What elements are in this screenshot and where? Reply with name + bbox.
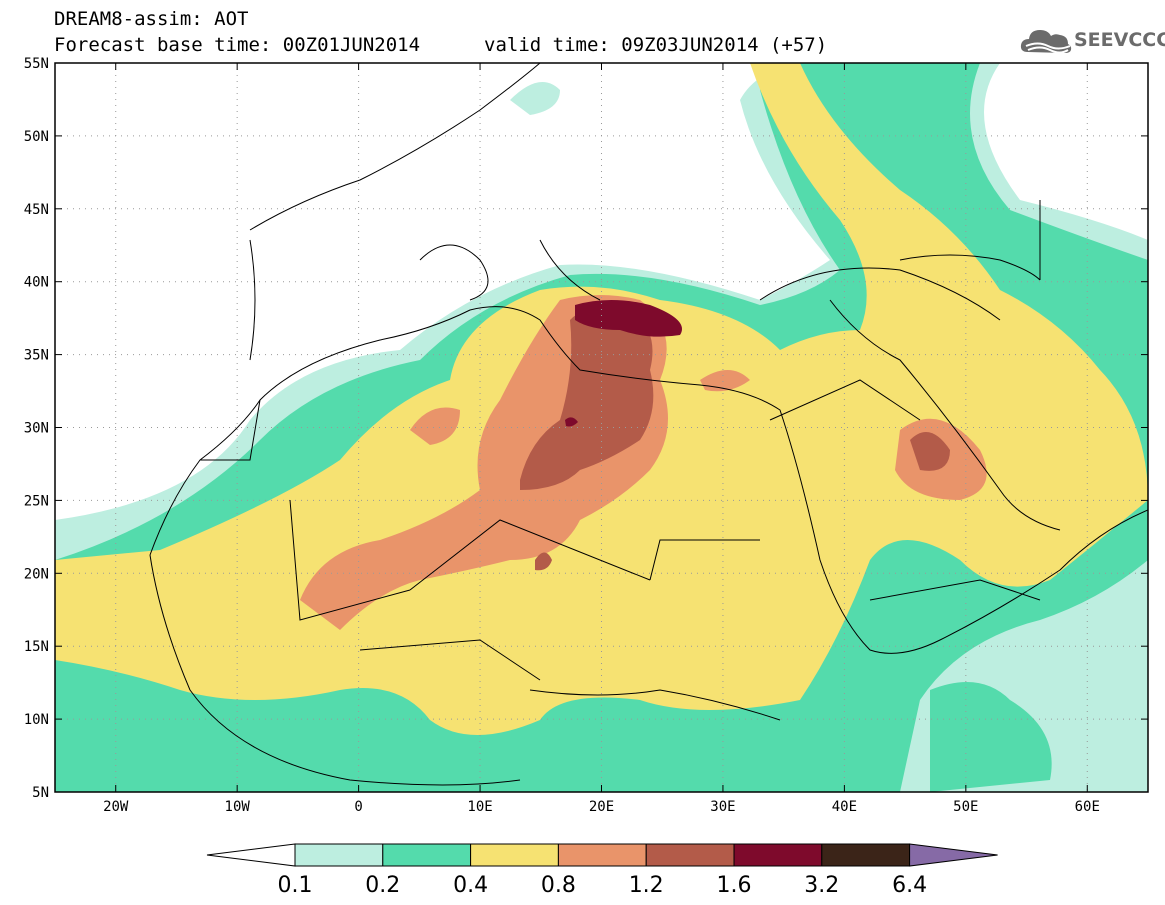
- colorbar-level: 6.4: [892, 873, 927, 898]
- seevccc-logo: SEEVCCC: [1018, 22, 1165, 58]
- colorbar-segment: [470, 843, 559, 867]
- lat-label: 40N: [24, 275, 49, 291]
- lat-label: 50N: [24, 129, 49, 145]
- lat-label: 35N: [24, 348, 49, 364]
- aot-contours: [55, 63, 1148, 792]
- graticule: [55, 63, 1148, 792]
- lat-label: 20N: [24, 566, 49, 582]
- lat-label: 55N: [24, 56, 49, 72]
- colorbar-labels: 0.1 0.2 0.4 0.8 1.2 1.6 3.2 6.4: [278, 873, 928, 898]
- colorbar-segment: [733, 843, 823, 867]
- colorbar-segment: [821, 843, 911, 867]
- colorbar-low-arrow: [206, 843, 296, 867]
- colorbar-level: 1.2: [629, 873, 664, 898]
- colorbar-level: 1.6: [717, 873, 752, 898]
- lon-label: 60E: [1075, 799, 1100, 815]
- lat-label: 45N: [24, 202, 49, 218]
- lat-label: 30N: [24, 421, 49, 437]
- colorbar-level: 3.2: [804, 873, 839, 898]
- cloud-icon: [1020, 30, 1072, 54]
- colorbar-segment: [645, 843, 735, 867]
- valid-time: valid time: 09Z03JUN2014 (+57): [484, 34, 828, 56]
- forecast-base-time: Forecast base time: 00Z01JUN2014: [54, 34, 421, 56]
- lat-label: 5N: [32, 785, 49, 801]
- colorbar-level: 0.8: [541, 873, 576, 898]
- lat-label: 10N: [24, 712, 49, 728]
- lon-label: 20W: [103, 799, 129, 815]
- logo-text: SEEVCCC: [1074, 29, 1165, 51]
- colorbar-segment: [294, 843, 384, 867]
- lon-label: 40E: [832, 799, 857, 815]
- lon-label: 10E: [467, 799, 492, 815]
- lon-label: 20E: [589, 799, 614, 815]
- lat-label: 15N: [24, 639, 49, 655]
- lon-label: 50E: [953, 799, 978, 815]
- lon-label: 10W: [225, 799, 251, 815]
- colorbar-level: 0.4: [453, 873, 488, 898]
- colorbar-level: 0.1: [278, 873, 313, 898]
- colorbar-segment: [557, 843, 647, 867]
- colorbar-segment: [382, 843, 472, 867]
- longitude-labels: 20W 10W 0 10E 20E 30E 40E 50E 60E: [103, 63, 1100, 815]
- lon-label: 0: [354, 799, 362, 815]
- coastlines: [149, 63, 1148, 786]
- contour-1-2: [520, 306, 654, 490]
- map-title: DREAM8-assim: AOT: [54, 8, 249, 30]
- lon-label: 30E: [710, 799, 735, 815]
- lat-label: 25N: [24, 493, 49, 509]
- colorbar-level: 0.2: [365, 873, 400, 898]
- colorbar-high-arrow: [909, 843, 998, 867]
- colorbar: [206, 843, 998, 867]
- latitude-labels: 55N 50N 45N 40N 35N 30N 25N 20N 15N 10N 5N: [24, 56, 1148, 801]
